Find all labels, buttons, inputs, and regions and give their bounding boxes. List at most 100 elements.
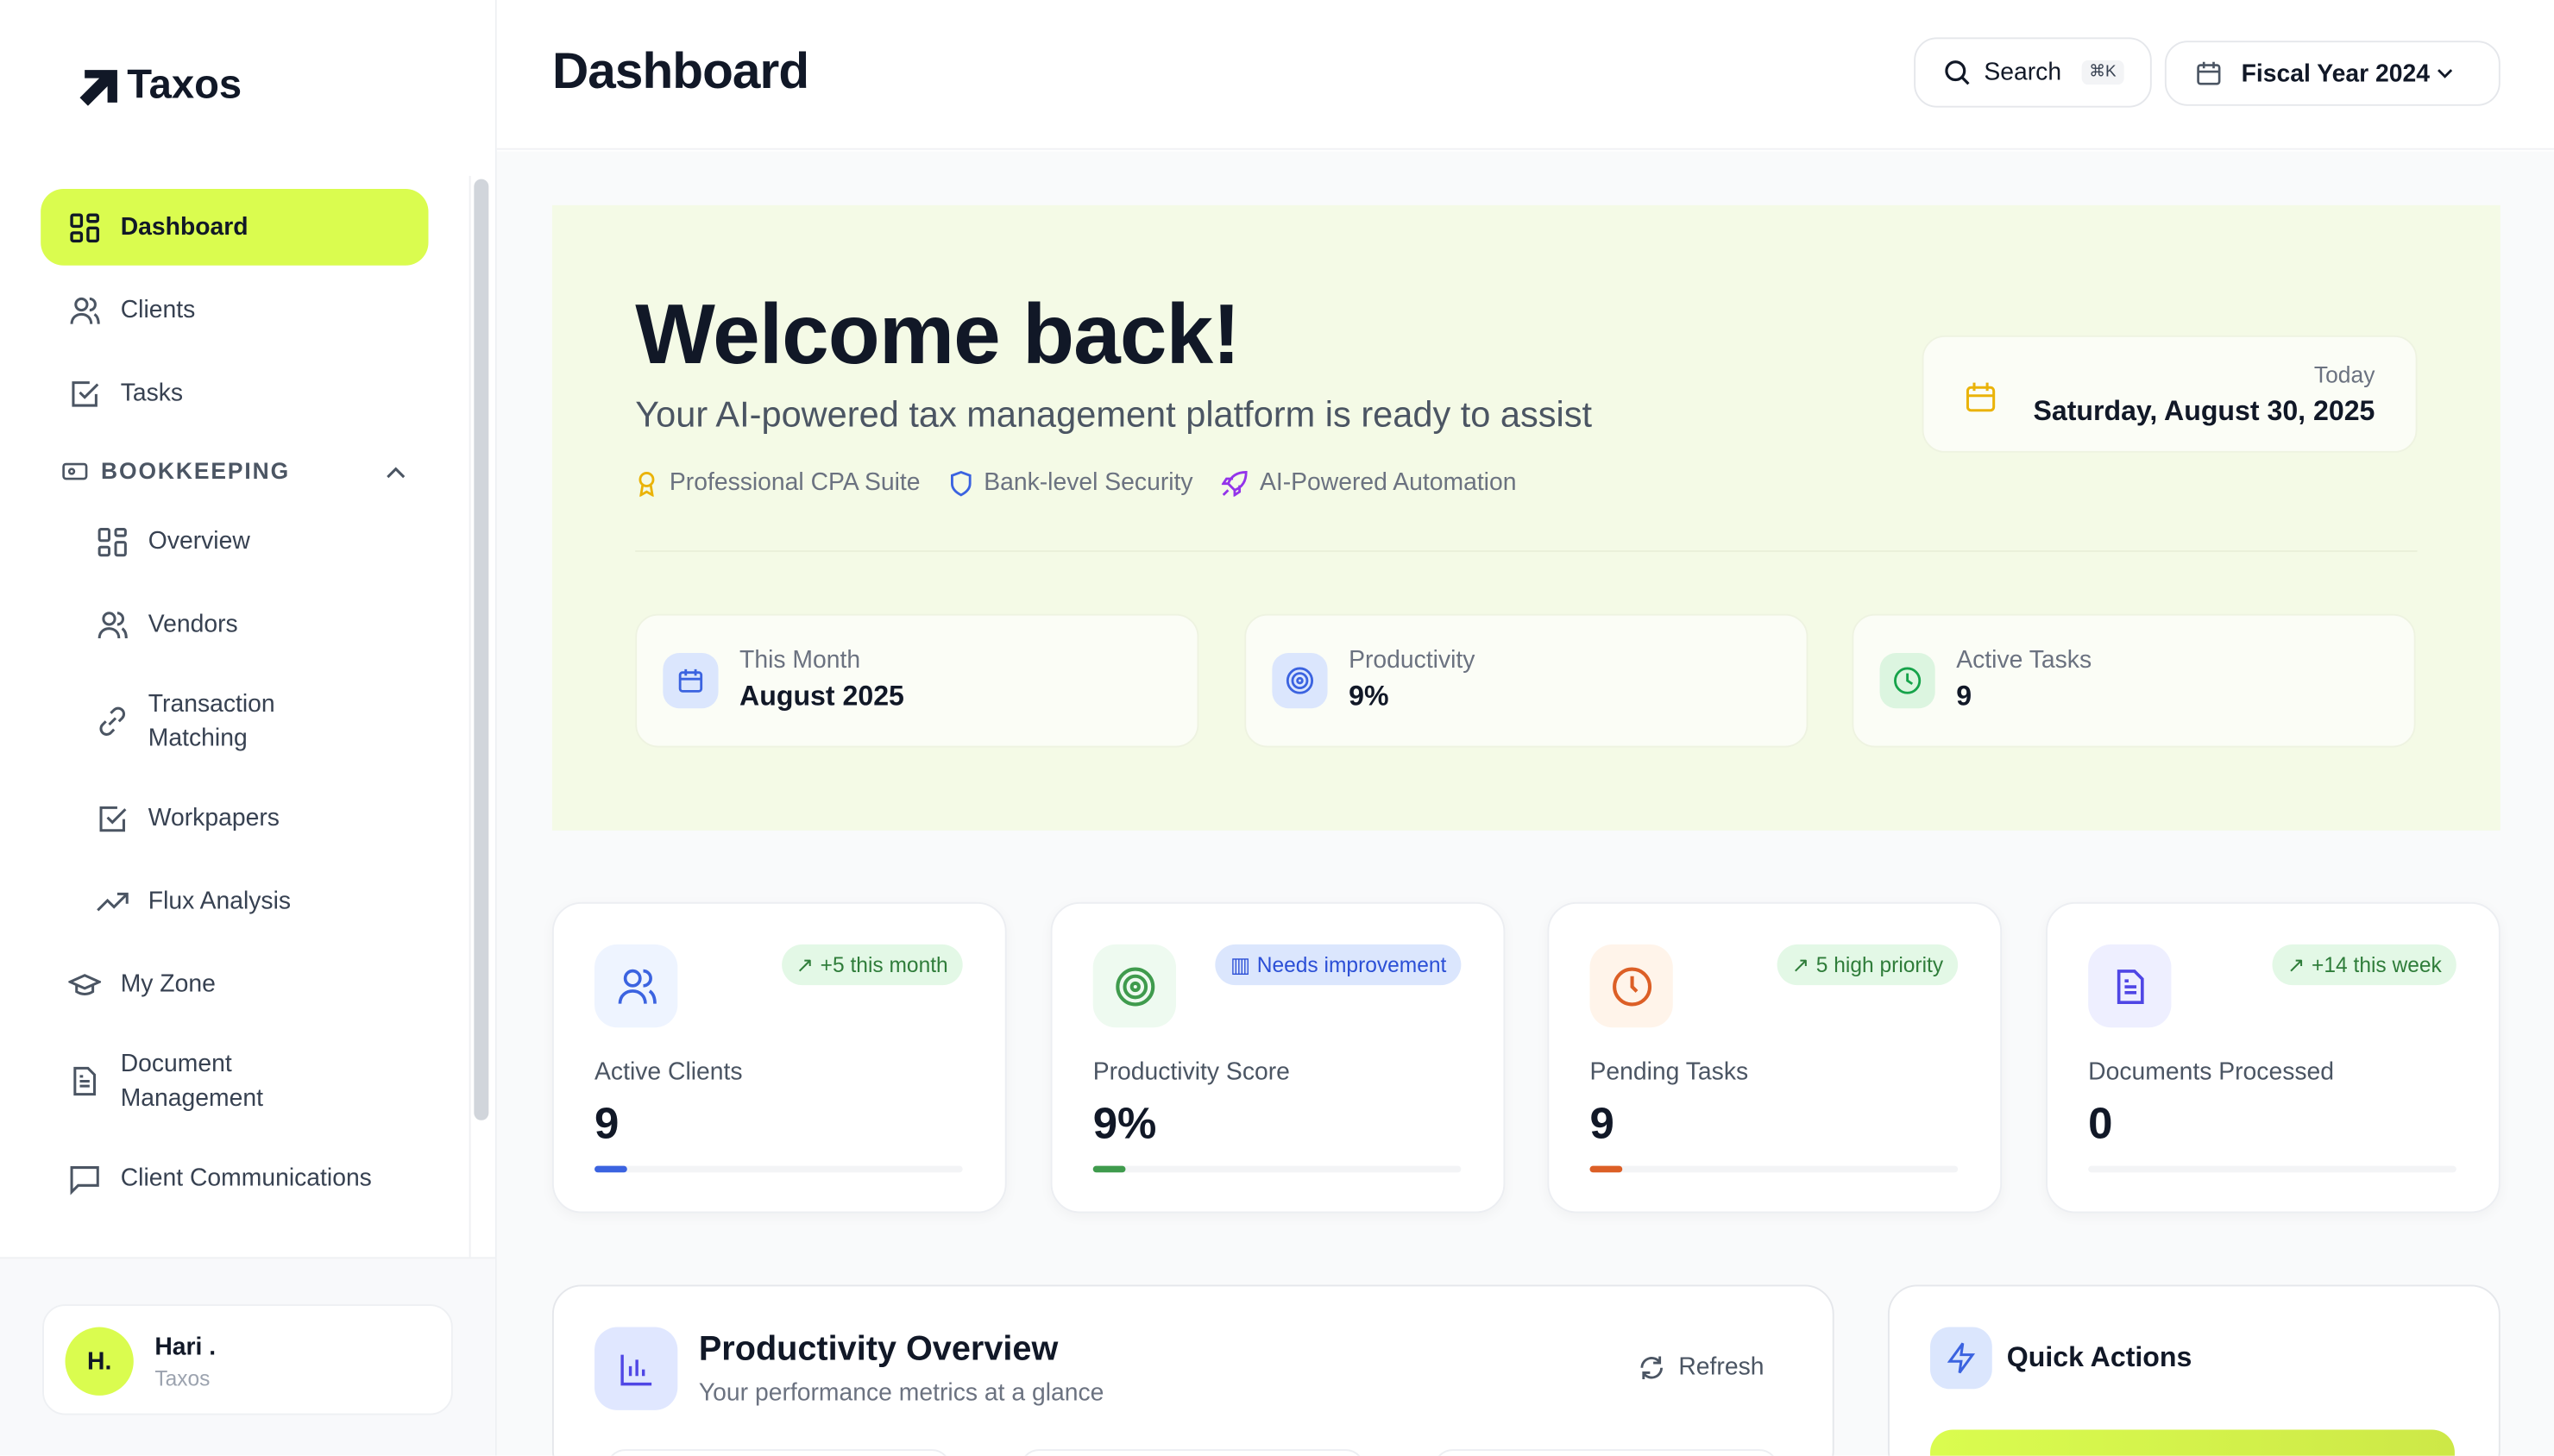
calendar-icon: [663, 653, 719, 709]
stat-card-productivity-score[interactable]: ▥ Needs improvement Productivity Score 9%: [1050, 901, 1506, 1214]
sidebar-item-label: Vendors: [148, 610, 238, 639]
target-icon: [1092, 944, 1176, 1028]
feature-chips: Professional CPA Suite Bank-level Securi…: [635, 469, 1516, 497]
top-header: Dashboard Search ⌘K Fiscal Year 2024: [496, 0, 2554, 150]
sidebar-item-label: Transaction Matching: [148, 690, 275, 753]
graduation-cap-icon: [68, 973, 102, 995]
metric-card: [1433, 1449, 1779, 1456]
check-square-icon: [99, 805, 127, 832]
welcome-title: Welcome back!: [635, 288, 1241, 383]
mini-stat-this-month: This Month August 2025: [635, 613, 1199, 748]
sidebar-item-label: My Zone: [120, 970, 216, 999]
trending-up-icon: ↗: [2287, 951, 2306, 976]
sidebar-item-label: Tasks: [120, 379, 184, 407]
sidebar-item-overview[interactable]: Overview: [41, 503, 428, 580]
users-icon: [70, 296, 100, 323]
app-name: Taxos: [127, 61, 242, 108]
stat-card-active-clients[interactable]: ↗ +5 this month Active Clients 9: [551, 901, 1007, 1214]
section-label: BOOKKEEPING: [101, 457, 291, 484]
fiscal-year-value: Fiscal Year 2024: [2241, 59, 2430, 87]
trending-up-icon: [97, 891, 129, 911]
sidebar-nav: Dashboard Clients Tasks BOOKKEEPING Over…: [41, 188, 429, 1223]
link-icon: [99, 706, 125, 736]
today-date: Saturday, August 30, 2025: [2033, 395, 2375, 427]
welcome-subtitle: Your AI-powered tax management platform …: [635, 393, 1593, 436]
search-label: Search: [1984, 58, 2062, 87]
sidebar-item-workpapers[interactable]: Workpapers: [41, 780, 428, 857]
main-content: Welcome back! Your AI-powered tax manage…: [496, 151, 2554, 1456]
sidebar-item-clients[interactable]: Clients: [41, 272, 428, 348]
stat-value: 9%: [1092, 1099, 1157, 1148]
sidebar-item-flux-analysis[interactable]: Flux Analysis: [41, 863, 428, 940]
status-badge: ▥ Needs improvement: [1216, 944, 1462, 986]
mini-stat-active-tasks: Active Tasks 9: [1852, 613, 2416, 748]
divider: [635, 550, 2418, 552]
progress-bar: [594, 1165, 963, 1173]
scrollbar-track: [469, 175, 471, 1258]
sidebar-section-bookkeeping[interactable]: BOOKKEEPING: [41, 438, 428, 504]
mini-stat-value: 9: [1956, 681, 1972, 712]
mini-stat-productivity: Productivity 9%: [1244, 613, 1809, 748]
panel-title: Productivity Overview: [698, 1330, 1059, 1368]
search-button[interactable]: Search ⌘K: [1914, 37, 2152, 108]
user-card[interactable]: H. Hari . Taxos: [42, 1304, 453, 1415]
sidebar-item-client-communications[interactable]: Client Communications: [41, 1139, 428, 1216]
chip-automation: AI-Powered Automation: [1222, 469, 1516, 497]
sidebar: Taxos Dashboard Clients Tasks BOOKKEEPIN…: [0, 0, 497, 1456]
grid-icon: [98, 527, 127, 556]
file-icon: [73, 1066, 97, 1096]
chevron-up-icon[interactable]: [386, 457, 406, 483]
user-org: Taxos: [154, 1365, 211, 1391]
check-square-icon: [72, 380, 99, 406]
sidebar-item-tasks[interactable]: Tasks: [41, 355, 428, 432]
calendar-icon: [1966, 382, 1996, 412]
stat-label: Pending Tasks: [1589, 1058, 1749, 1087]
stat-label: Documents Processed: [2088, 1058, 2335, 1087]
sidebar-item-document-management[interactable]: Document Management: [41, 1029, 428, 1133]
progress-fill: [1589, 1165, 1623, 1173]
page-title: Dashboard: [551, 42, 809, 100]
shortcut-hint: ⌘K: [2080, 60, 2125, 85]
rocket-icon: [1222, 470, 1249, 496]
stat-label: Productivity Score: [1092, 1058, 1290, 1087]
target-icon: [1272, 653, 1328, 709]
chevron-down-icon: [2437, 68, 2452, 78]
sidebar-item-dashboard[interactable]: Dashboard: [41, 188, 429, 266]
progress-fill: [1092, 1165, 1127, 1173]
calendar-icon: [2197, 61, 2221, 85]
logo[interactable]: Taxos: [79, 62, 242, 110]
sidebar-item-label: Document Management: [120, 1050, 263, 1113]
stat-value: 9: [594, 1099, 620, 1148]
stat-value: 0: [2088, 1099, 2113, 1148]
search-icon: [1945, 60, 1970, 85]
avatar: H.: [65, 1327, 134, 1396]
sidebar-scrollbar[interactable]: [474, 179, 489, 1120]
sidebar-item-transaction-matching[interactable]: Transaction Matching: [41, 669, 428, 774]
bar-chart-icon: ▥: [1230, 951, 1251, 976]
sidebar-item-vendors[interactable]: Vendors: [41, 587, 428, 663]
welcome-banner: Welcome back! Your AI-powered tax manage…: [551, 204, 2501, 831]
metric-card: [606, 1449, 952, 1456]
users-icon: [594, 944, 678, 1028]
stat-card-pending-tasks[interactable]: ↗ 5 high priority Pending Tasks 9: [1547, 901, 2003, 1214]
today-label: Today: [2313, 361, 2375, 388]
file-text-icon: [2088, 944, 2172, 1028]
chip-cpa-suite: Professional CPA Suite: [635, 469, 921, 497]
fiscal-year-select[interactable]: Fiscal Year 2024: [2164, 41, 2501, 106]
stat-card-documents-processed[interactable]: ↗ +14 this week Documents Processed 0: [2046, 901, 2501, 1214]
shield-icon: [950, 470, 972, 496]
logo-arrow-icon: [79, 69, 117, 105]
chip-security: Bank-level Security: [950, 469, 1193, 497]
mini-stat-value: August 2025: [739, 681, 904, 712]
message-icon: [70, 1165, 99, 1195]
metric-card: [1019, 1449, 1365, 1456]
refresh-icon: [1641, 1355, 1664, 1379]
user-section: H. Hari . Taxos: [0, 1257, 495, 1456]
sidebar-item-my-zone[interactable]: My Zone: [41, 946, 428, 1023]
award-icon: [638, 471, 655, 496]
trending-up-icon: ↗: [796, 951, 815, 976]
refresh-button[interactable]: Refresh: [1639, 1353, 1764, 1381]
quick-action-button[interactable]: [1930, 1429, 2455, 1456]
stat-label: Active Clients: [594, 1058, 743, 1087]
status-badge: ↗ +14 this week: [2272, 944, 2456, 986]
